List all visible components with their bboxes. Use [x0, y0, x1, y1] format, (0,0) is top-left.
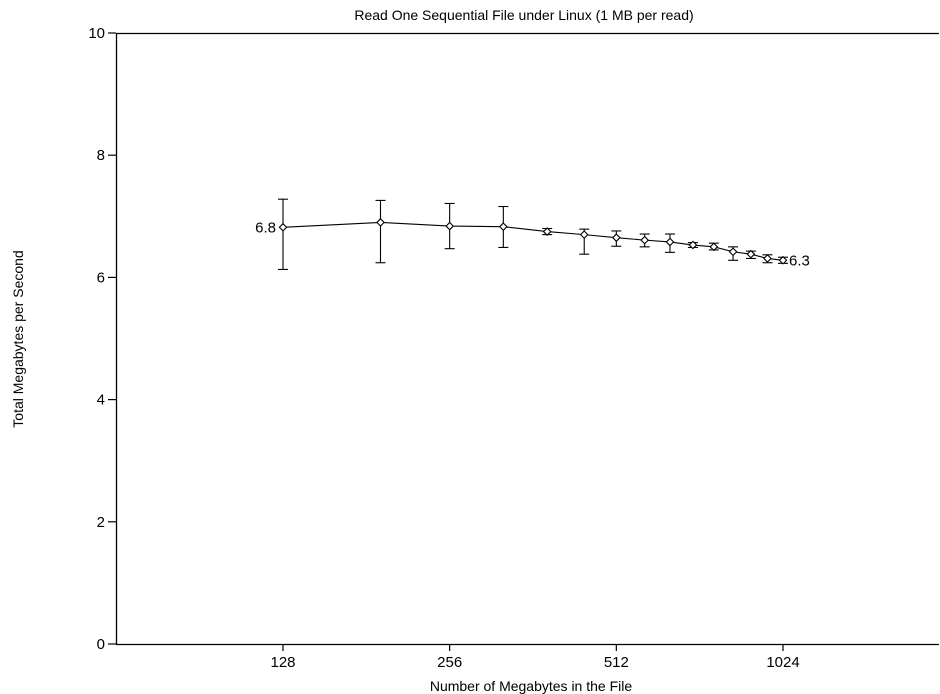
error-bar — [278, 198, 288, 271]
data-point-label: 6.3 — [789, 252, 810, 269]
error-bars — [278, 198, 788, 271]
x-tick-label: 256 — [437, 654, 462, 671]
data-point-marker — [640, 235, 650, 245]
data-point-label: 6.8 — [255, 219, 276, 236]
markers — [278, 218, 788, 265]
data-point-marker — [542, 227, 552, 236]
data-point-marker — [778, 255, 788, 265]
data-point-marker — [728, 247, 738, 257]
data-point-marker — [688, 240, 698, 250]
data-point-marker — [611, 233, 621, 243]
data-point-marker — [709, 242, 719, 252]
y-ticks: 0 2 4 6 8 10 — [88, 25, 116, 653]
point-labels: 6.8 6.3 — [255, 219, 810, 269]
data-point-marker — [665, 237, 675, 247]
y-axis-title: Total Megabytes per Second — [10, 250, 26, 427]
y-tick-label: 2 — [97, 514, 105, 531]
series-line — [282, 221, 784, 261]
data-point-marker — [376, 218, 385, 227]
y-tick-label: 10 — [88, 25, 105, 42]
y-tick-label: 6 — [97, 269, 105, 286]
x-tick-label: 512 — [604, 654, 629, 671]
y-tick-label: 8 — [97, 147, 105, 164]
data-point-marker — [278, 222, 288, 232]
x-axis-title: Number of Megabytes in the File — [430, 678, 633, 694]
y-tick-label: 0 — [97, 636, 105, 653]
data-point-marker — [445, 221, 455, 231]
chart-title: Read One Sequential File under Linux (1 … — [354, 7, 693, 23]
y-tick-label: 4 — [97, 392, 105, 409]
data-point-marker — [746, 249, 756, 259]
data-point-marker — [498, 222, 508, 232]
data-point-marker — [579, 230, 589, 240]
x-tick-label: 128 — [270, 654, 295, 671]
x-tick-label: 1024 — [766, 654, 799, 671]
error-bar — [375, 199, 386, 264]
data-point-marker — [763, 254, 772, 263]
x-ticks: 128 256 512 1024 — [270, 644, 800, 671]
